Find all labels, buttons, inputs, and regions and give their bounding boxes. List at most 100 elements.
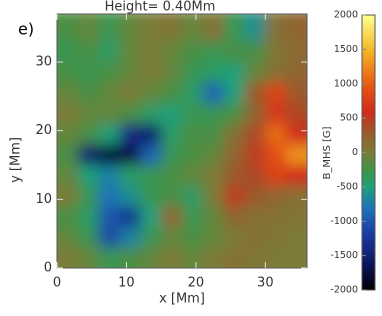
heatmap-cell: [245, 165, 266, 186]
colorbar-tick-label: -500: [336, 181, 358, 192]
heatmap-cell: [265, 41, 286, 62]
heatmap-cell: [78, 103, 99, 124]
heatmap-cell: [140, 103, 161, 124]
heatmap-cell: [224, 206, 245, 227]
heatmap-cell: [182, 206, 203, 227]
colorbar-swatch: [362, 214, 375, 217]
colorbar-swatch: [362, 272, 375, 275]
colorbar-swatch: [362, 41, 375, 44]
chart-title: Height= 0.40Mm: [105, 0, 216, 15]
heatmap-cell: [286, 62, 319, 83]
heatmap-cell: [78, 144, 99, 165]
heatmap-cell: [140, 206, 161, 227]
heatmap-cell: [45, 165, 78, 186]
colorbar-swatch: [362, 233, 375, 236]
colorbar-swatch: [362, 249, 375, 252]
heatmap-cell: [120, 186, 141, 207]
heatmap-cell: [99, 165, 120, 186]
heatmap-cell: [286, 165, 319, 186]
y-tick-label: 30: [35, 55, 52, 70]
colorbar-swatch: [362, 281, 375, 284]
heatmap-cell: [78, 124, 99, 145]
heatmap-cell: [78, 165, 99, 186]
colorbar-swatch: [362, 240, 375, 243]
heatmap-cell: [224, 103, 245, 124]
colorbar-swatch: [362, 242, 375, 245]
colorbar-swatch: [362, 208, 375, 211]
heatmap-cell: [140, 186, 161, 207]
colorbar-swatch: [362, 228, 375, 231]
heatmap-cell: [265, 206, 286, 227]
heatmap-cell: [245, 62, 266, 83]
heatmap-cell: [161, 124, 182, 145]
x-axis-label: x [Mm]: [159, 292, 205, 307]
colorbar-swatch: [362, 24, 375, 27]
heatmap-cell: [203, 103, 224, 124]
heatmap-cell: [140, 165, 161, 186]
colorbar-swatch: [362, 38, 375, 41]
colorbar-swatch: [362, 78, 375, 81]
colorbar-swatch: [362, 95, 375, 98]
heatmap-cell: [120, 103, 141, 124]
heatmap-cell: [99, 227, 120, 248]
heatmap-cell: [78, 206, 99, 227]
colorbar-tick-label: 500: [340, 113, 358, 124]
heatmap-cell: [161, 103, 182, 124]
colorbar-swatch: [362, 72, 375, 75]
heatmap: [45, 9, 320, 281]
heatmap-cell: [120, 83, 141, 104]
colorbar-swatch: [362, 235, 375, 238]
heatmap-cell: [224, 186, 245, 207]
heatmap-cell: [78, 62, 99, 83]
heatmap-cell: [265, 227, 286, 248]
heatmap-cell: [120, 165, 141, 186]
heatmap-cell: [203, 83, 224, 104]
colorbar-swatch: [362, 263, 375, 266]
heatmap-cell: [140, 227, 161, 248]
colorbar-swatch: [362, 276, 375, 279]
heatmap-cell: [182, 227, 203, 248]
heatmap-cell: [120, 206, 141, 227]
heatmap-cell: [120, 227, 141, 248]
colorbar-swatch: [362, 226, 375, 229]
colorbar-tick-label: 1500: [334, 44, 358, 55]
x-tick-label: 30: [257, 276, 274, 291]
heatmap-cell: [265, 186, 286, 207]
colorbar-swatch: [362, 279, 375, 282]
heatmap-cell: [45, 227, 78, 248]
heatmap-cell: [78, 83, 99, 104]
heatmap-cell: [161, 227, 182, 248]
colorbar-swatch: [362, 61, 375, 64]
colorbar-swatch: [362, 109, 375, 112]
heatmap-cell: [99, 206, 120, 227]
heatmap-cell: [203, 41, 224, 62]
colorbar-label: B_MHS [G]: [322, 126, 333, 179]
colorbar-swatch: [362, 100, 375, 103]
x-tick-label: 20: [188, 276, 205, 291]
colorbar-swatch: [362, 274, 375, 277]
colorbar-swatch: [362, 18, 375, 21]
colorbar-swatch: [362, 58, 375, 61]
heatmap-cell: [286, 103, 319, 124]
heatmap-cell: [203, 144, 224, 165]
colorbar-swatch: [362, 107, 375, 110]
colorbar-swatch: [362, 246, 375, 249]
heatmap-cell: [140, 124, 161, 145]
colorbar-swatch: [362, 26, 375, 29]
heatmap-cell: [286, 206, 319, 227]
colorbar-swatch: [362, 86, 375, 89]
colorbar-swatch: [362, 35, 375, 38]
colorbar-tick-label: -1000: [330, 216, 358, 227]
heatmap-cell: [265, 83, 286, 104]
heatmap-cell: [286, 247, 319, 280]
heatmap-cell: [140, 41, 161, 62]
heatmap-cell: [245, 124, 266, 145]
heatmap-cell: [45, 83, 78, 104]
heatmap-cell: [224, 124, 245, 145]
heatmap-cell: [224, 247, 245, 280]
heatmap-cell: [161, 247, 182, 280]
heatmap-cell: [182, 144, 203, 165]
heatmap-cell: [182, 103, 203, 124]
heatmap-cell: [120, 62, 141, 83]
